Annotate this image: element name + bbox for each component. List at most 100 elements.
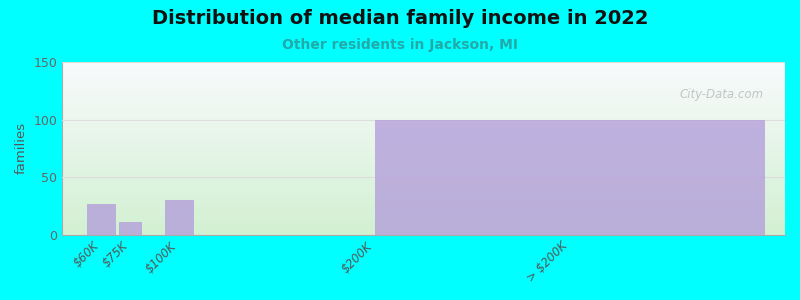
- Bar: [62, 191, 785, 192]
- Bar: [62, 188, 785, 189]
- Bar: [62, 214, 785, 215]
- Bar: [62, 106, 785, 107]
- Text: Other residents in Jackson, MI: Other residents in Jackson, MI: [282, 38, 518, 52]
- Bar: [62, 72, 785, 74]
- Bar: [62, 71, 785, 72]
- Bar: [62, 198, 785, 199]
- Bar: [62, 166, 785, 167]
- Bar: [62, 164, 785, 166]
- Bar: [62, 107, 785, 108]
- Bar: [62, 175, 785, 176]
- Bar: [62, 83, 785, 84]
- Bar: [62, 192, 785, 193]
- Bar: [62, 181, 785, 182]
- Bar: [62, 206, 785, 207]
- Bar: [62, 102, 785, 104]
- Bar: [62, 231, 785, 232]
- Bar: [62, 226, 785, 228]
- Bar: [62, 93, 785, 94]
- Bar: [62, 207, 785, 208]
- Bar: [62, 211, 785, 212]
- Bar: [62, 209, 785, 211]
- Bar: [62, 199, 785, 200]
- Bar: [62, 74, 785, 75]
- Bar: [62, 94, 785, 95]
- Bar: [62, 178, 785, 179]
- Bar: [86, 203, 116, 235]
- Bar: [62, 86, 785, 87]
- Bar: [62, 145, 785, 146]
- Bar: [62, 149, 785, 151]
- Bar: [62, 171, 785, 172]
- Bar: [62, 69, 785, 70]
- Bar: [62, 97, 785, 98]
- Bar: [62, 82, 785, 83]
- Bar: [62, 108, 785, 109]
- Bar: [62, 90, 785, 91]
- Bar: [375, 119, 766, 235]
- Bar: [62, 200, 785, 201]
- Bar: [119, 222, 142, 235]
- Bar: [62, 154, 785, 155]
- Bar: [62, 123, 785, 124]
- Bar: [62, 218, 785, 220]
- Bar: [62, 126, 785, 128]
- Bar: [62, 91, 785, 92]
- Bar: [62, 179, 785, 181]
- Bar: [62, 160, 785, 161]
- Bar: [62, 131, 785, 132]
- Bar: [62, 212, 785, 213]
- Bar: [62, 151, 785, 152]
- Bar: [62, 122, 785, 123]
- Bar: [62, 101, 785, 102]
- Bar: [62, 125, 785, 126]
- Bar: [62, 152, 785, 153]
- Bar: [62, 182, 785, 183]
- Bar: [62, 105, 785, 106]
- Bar: [62, 202, 785, 203]
- Bar: [62, 136, 785, 137]
- Bar: [62, 203, 785, 205]
- Bar: [62, 87, 785, 88]
- Bar: [62, 208, 785, 209]
- Bar: [62, 156, 785, 158]
- Bar: [62, 95, 785, 97]
- Bar: [62, 224, 785, 225]
- Bar: [62, 233, 785, 235]
- Bar: [62, 215, 785, 216]
- Text: Distribution of median family income in 2022: Distribution of median family income in …: [152, 9, 648, 28]
- Bar: [62, 140, 785, 141]
- Bar: [62, 110, 785, 112]
- Bar: [62, 162, 785, 163]
- Bar: [62, 229, 785, 230]
- Y-axis label: families: families: [15, 122, 28, 174]
- Bar: [62, 117, 785, 119]
- Bar: [62, 225, 785, 226]
- Bar: [62, 158, 785, 159]
- Bar: [62, 62, 785, 63]
- Bar: [62, 64, 785, 65]
- Bar: [62, 190, 785, 191]
- Bar: [62, 161, 785, 162]
- Bar: [62, 183, 785, 184]
- Text: City-Data.com: City-Data.com: [679, 88, 763, 101]
- Bar: [62, 119, 785, 121]
- Bar: [62, 80, 785, 82]
- Bar: [62, 100, 785, 101]
- Bar: [62, 220, 785, 221]
- Bar: [62, 77, 785, 78]
- Bar: [62, 196, 785, 198]
- Bar: [62, 193, 785, 194]
- Bar: [62, 68, 785, 69]
- Bar: [62, 147, 785, 148]
- Bar: [62, 228, 785, 229]
- Bar: [165, 200, 194, 235]
- Bar: [62, 169, 785, 170]
- Bar: [62, 76, 785, 77]
- Bar: [62, 184, 785, 185]
- Bar: [62, 141, 785, 142]
- Bar: [62, 146, 785, 147]
- Bar: [62, 163, 785, 164]
- Bar: [62, 230, 785, 231]
- Bar: [62, 185, 785, 186]
